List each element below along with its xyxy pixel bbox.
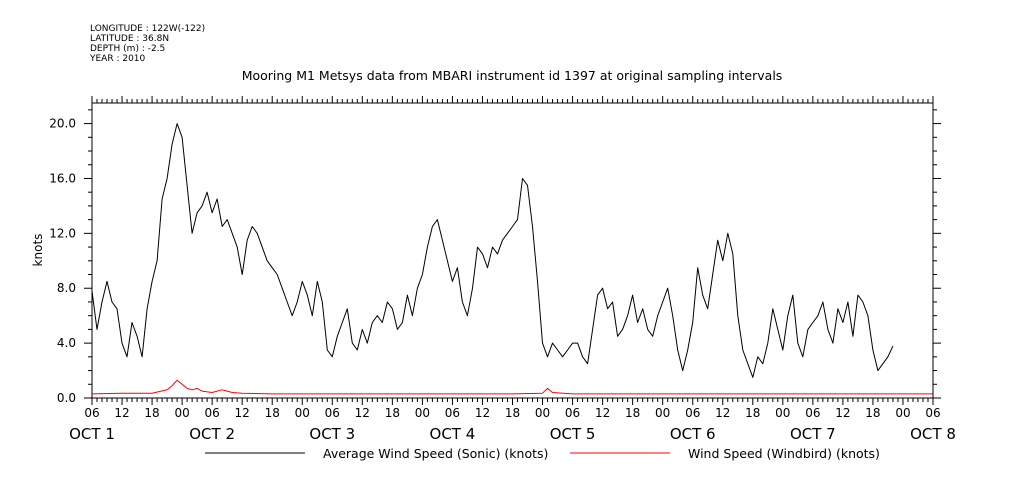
legend-label-windbird: Wind Speed (Windbird) (knots) [688, 446, 880, 461]
x-tick-label: 06 [205, 406, 220, 420]
x-tick-label: 12 [475, 406, 490, 420]
date-label: OCT 5 [550, 425, 596, 443]
x-tick-label: 00 [295, 406, 310, 420]
x-tick-label: 00 [415, 406, 430, 420]
date-label: OCT 8 [910, 425, 956, 443]
year-text: YEAR : 2010 [89, 54, 146, 64]
x-tick-label: 00 [535, 406, 550, 420]
x-tick-label: 18 [625, 406, 640, 420]
x-tick-labels: 06 12 18 00 06 12 18 00 06 12 18 00 06 12 18 00 06 12 18 00… [84, 406, 940, 420]
x-tick-label: 06 [445, 406, 460, 420]
x-tick-label: 18 [144, 406, 159, 420]
x-tick-label: 12 [114, 406, 129, 420]
date-labels: OCT 1 OCT 2 OCT 3 OCT 4 OCT 5 OCT 6 OCT 7 OCT 8 [69, 425, 956, 443]
plot-frame [91, 102, 934, 399]
x-tick-label: 12 [355, 406, 370, 420]
x-tick-label: 06 [805, 406, 820, 420]
x-tick-label: 00 [775, 406, 790, 420]
x-tick-label: 18 [385, 406, 400, 420]
x-tick-label: 12 [595, 406, 610, 420]
date-label: OCT 4 [430, 425, 476, 443]
x-tick-label: 00 [895, 406, 910, 420]
axis-ticks [84, 96, 941, 405]
depth-text: DEPTH (m) : -2.5 [90, 44, 165, 54]
x-tick-label: 06 [565, 406, 580, 420]
x-tick-label: 00 [174, 406, 189, 420]
x-tick-label: 06 [325, 406, 340, 420]
y-tick-label: 12.0 [49, 226, 76, 240]
chart-title: Mooring M1 Metsys data from MBARI instru… [242, 68, 783, 83]
y-tick-labels: 0.0 4.0 8.0 12.0 16.0 20.0 [49, 117, 76, 405]
x-tick-label: 12 [715, 406, 730, 420]
date-label: OCT 7 [790, 425, 836, 443]
series-line-sonic [91, 123, 894, 378]
date-label: OCT 3 [309, 425, 355, 443]
legend-label-sonic: Average Wind Speed (Sonic) (knots) [323, 446, 548, 461]
x-tick-label: 00 [655, 406, 670, 420]
date-label: OCT 2 [189, 425, 235, 443]
date-label: OCT 1 [69, 425, 115, 443]
latitude-text: LATITUDE : 36.8N [90, 34, 169, 44]
x-tick-label: 06 [84, 406, 99, 420]
series-line-windbird [91, 379, 933, 395]
y-tick-label: 8.0 [57, 281, 76, 295]
x-tick-label: 18 [505, 406, 520, 420]
longitude-text: LONGITUDE : 122W(-122) [90, 24, 205, 34]
x-tick-label: 06 [925, 406, 940, 420]
x-tick-label: 06 [685, 406, 700, 420]
y-tick-label: 16.0 [49, 171, 76, 185]
y-tick-label: 4.0 [57, 336, 76, 350]
x-tick-label: 12 [235, 406, 250, 420]
x-tick-label: 18 [865, 406, 880, 420]
x-tick-label: 18 [745, 406, 760, 420]
y-tick-label: 0.0 [57, 391, 76, 405]
date-label: OCT 6 [670, 425, 716, 443]
y-tick-label: 20.0 [49, 117, 76, 131]
x-tick-label: 18 [265, 406, 280, 420]
series-lines [91, 123, 933, 395]
x-tick-label: 12 [835, 406, 850, 420]
y-axis-label: knots [31, 234, 45, 267]
